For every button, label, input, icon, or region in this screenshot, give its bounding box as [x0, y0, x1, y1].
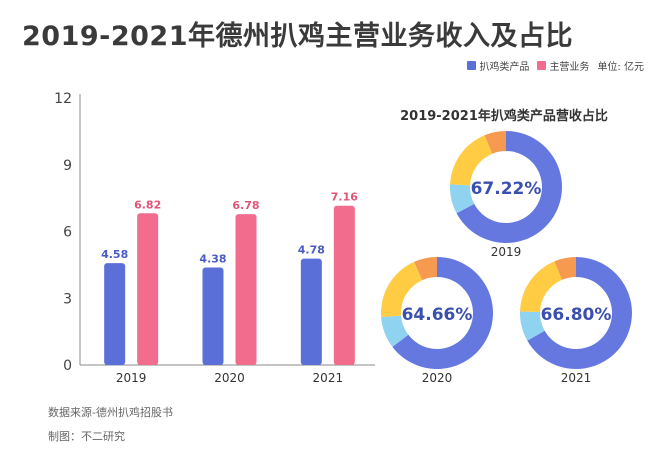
footer-source: 数据来源-德州扒鸡招股书: [48, 406, 173, 419]
bar-chart: 0 3 6 9 12 4.58 6.82 2019 4.38 6.78 2020 4.78 7.16 20…: [54, 91, 375, 385]
donut-percent-label: 64.66%: [402, 305, 473, 325]
donut-year-label: 2019: [491, 245, 522, 259]
donut-segment-chicken: [527, 257, 633, 369]
x-tick-label: 2019: [116, 371, 147, 385]
x-tick-label: 2021: [313, 371, 344, 385]
x-tick-label: 2020: [214, 371, 245, 385]
bar-main: [137, 213, 159, 365]
donut-percent-label: 67.22%: [471, 179, 542, 199]
y-tick-label: 3: [63, 291, 72, 307]
legend-item-main: 主营业务: [537, 58, 589, 73]
legend-label-chicken: 扒鸡类产品: [479, 62, 530, 73]
donut-segment-other: [381, 315, 409, 347]
page-title: 2019-2021年德州扒鸡主营业务收入及占比: [22, 21, 573, 52]
donut-segment-other: [450, 135, 493, 186]
donut-segment-other: [554, 257, 576, 280]
bar-main: [235, 214, 257, 365]
y-tick-label: 12: [54, 91, 72, 107]
bar-chicken: [202, 267, 224, 365]
donut-segment-other: [484, 131, 506, 154]
donut-segment-other: [520, 311, 545, 341]
donut-charts: 67.22% 2019 64.66% 2020 66.80% 2021: [381, 131, 633, 385]
footer-maker: 制图：不二研究: [48, 430, 125, 443]
donut-hole: [402, 278, 472, 348]
donut-segment-other: [450, 184, 475, 214]
legend-swatch-chicken: [467, 61, 477, 70]
bar-chicken: [300, 258, 322, 365]
bar-chicken: [104, 263, 126, 365]
donut-segment-chicken: [392, 257, 494, 370]
bar-data-label: 6.82: [134, 198, 161, 211]
legend: 扒鸡类产品 主营业务 单位: 亿元: [467, 58, 644, 73]
donut-year-label: 2021: [561, 371, 592, 385]
bar-data-label: 4.58: [101, 248, 128, 261]
donut-segment-other: [520, 261, 563, 313]
bar-main: [333, 205, 355, 365]
donut-segment-chicken: [456, 131, 562, 243]
bar-data-label: 7.16: [331, 191, 358, 204]
legend-label-main: 主营业务: [549, 62, 590, 73]
y-tick-label: 6: [63, 225, 72, 241]
legend-item-chicken: 扒鸡类产品: [467, 58, 529, 73]
donut-segment-other: [381, 261, 423, 318]
bar-data-label: 4.78: [298, 244, 325, 257]
y-tick-label: 9: [63, 158, 72, 174]
donut-percent-label: 66.80%: [541, 305, 612, 325]
donut-year-label: 2020: [422, 371, 453, 385]
donut-hole: [541, 278, 611, 348]
donut-segment-other: [414, 257, 437, 281]
legend-swatch-main: [537, 61, 547, 70]
bar-data-label: 6.78: [232, 199, 259, 212]
y-tick-label: 0: [63, 358, 72, 374]
donut-chart-title: 2019-2021年扒鸡类产品营收占比: [400, 108, 608, 124]
legend-unit: 单位: 亿元: [597, 62, 644, 73]
bar-data-label: 4.38: [199, 253, 226, 266]
donut-hole: [471, 152, 541, 222]
